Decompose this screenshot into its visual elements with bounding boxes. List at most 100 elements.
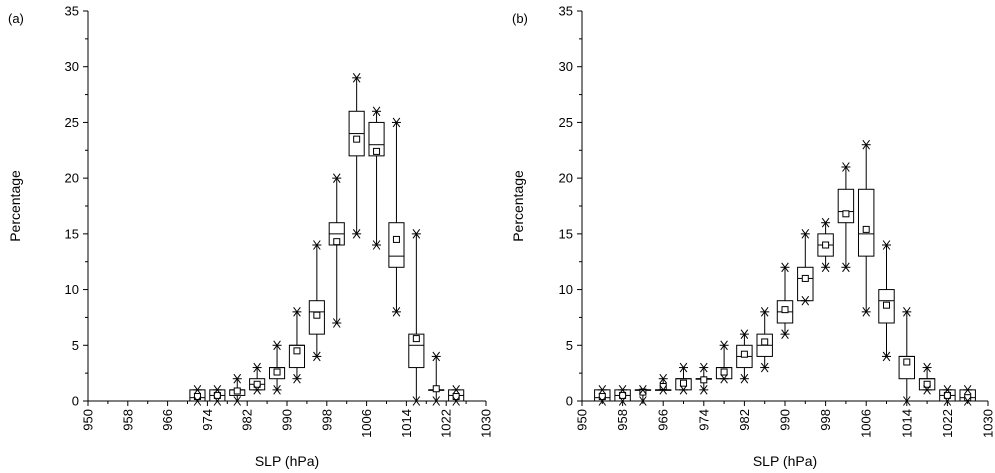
min-marker: [618, 396, 628, 406]
chart-panel-a: 0 5 10 15 20 25 30 35 950 958 966 974 982 990 998 1006 1…: [7, 4, 494, 470]
max-marker: [411, 229, 421, 239]
box-a-980: [229, 373, 246, 406]
y-tick-label: 15: [65, 226, 79, 241]
min-marker: [739, 373, 749, 384]
box-b-994: [797, 229, 814, 306]
x-tick-label: 998: [818, 409, 833, 431]
x-tick-label: 1006: [359, 409, 374, 438]
panel-label-b: (b): [512, 11, 528, 26]
x-tick-label: 950: [81, 409, 96, 431]
box-iqr: [878, 289, 895, 324]
mean-marker: [233, 387, 241, 395]
y-tick-label: 35: [65, 4, 79, 19]
box-b-1026: [959, 385, 976, 406]
box-b-974: [695, 362, 713, 395]
mean-marker: [392, 235, 400, 243]
min-marker: [332, 318, 342, 328]
max-marker: [212, 385, 222, 395]
max-marker: [372, 106, 382, 117]
box-b-970: [675, 362, 692, 395]
min-marker: [882, 351, 891, 362]
max-marker: [942, 385, 952, 395]
mean-marker: [313, 311, 321, 319]
chart-panel-b: 0 5 10 15 20 25 30 35 950 958 966 974 982 990 998 1006 1…: [510, 4, 995, 470]
max-marker: [699, 362, 709, 373]
mean-marker: [903, 358, 911, 366]
mean-marker: [720, 368, 728, 376]
y-tick-label: 30: [559, 59, 573, 74]
y-tick-label: 5: [566, 338, 573, 353]
box-b-1022: [939, 385, 956, 406]
box-b-966: [654, 373, 672, 395]
y-tick-label: 20: [559, 171, 573, 186]
mean-marker: [923, 380, 931, 388]
box-b-1006: [857, 139, 875, 317]
box-b-958: [614, 385, 631, 406]
y-axis-title: Percentage: [7, 170, 23, 242]
x-tick-label: 958: [615, 409, 630, 431]
box-a-976: [209, 385, 226, 406]
x-tick-label: 974: [696, 409, 711, 431]
min-marker: [451, 396, 461, 406]
x-tick-label: 950: [575, 409, 590, 431]
y-tick-label: 0: [72, 394, 79, 409]
box-a-1000: [328, 173, 345, 328]
max-marker: [658, 373, 668, 384]
min-marker: [942, 396, 952, 406]
mean-marker: [943, 391, 951, 399]
min-marker: [902, 396, 912, 406]
min-marker: [292, 373, 302, 384]
x-tick-label: 1006: [859, 409, 874, 438]
box-a-1016: [408, 229, 425, 406]
y-tick-label: 25: [65, 115, 79, 130]
box-a-1012: [388, 117, 405, 317]
x-tick-label: 982: [240, 409, 255, 431]
mean-marker: [883, 301, 890, 309]
box-b-982: [736, 329, 753, 384]
mean-marker: [253, 380, 261, 388]
x-axis-title: SLP (hPa): [255, 453, 319, 469]
max-marker: [719, 340, 729, 351]
max-marker: [618, 385, 628, 395]
max-marker: [352, 73, 362, 83]
y-tick-label: 10: [559, 282, 573, 297]
x-tick-label: 958: [120, 409, 135, 431]
x-tick-label: 1030: [981, 409, 995, 438]
x-axis-title: SLP (hPa): [753, 453, 817, 469]
y-tick-label: 30: [65, 59, 79, 74]
y-tick-label: 5: [72, 338, 79, 353]
x-tick-label: 998: [319, 409, 334, 431]
min-marker: [861, 307, 871, 317]
x-tick-label: 966: [160, 409, 175, 431]
box-b-962: [634, 385, 652, 406]
box-a-984: [249, 362, 266, 395]
max-marker: [922, 362, 932, 373]
max-marker: [882, 240, 891, 250]
x-tick-label: 1022: [940, 409, 955, 438]
mean-marker: [740, 350, 748, 358]
box-iqr: [857, 188, 875, 257]
max-marker: [192, 385, 202, 395]
mean-marker: [432, 385, 440, 393]
min-marker: [192, 396, 202, 406]
mean-marker: [412, 335, 420, 343]
max-marker: [679, 362, 688, 373]
max-marker: [292, 307, 302, 317]
x-tick-label: 974: [200, 409, 215, 431]
min-marker: [841, 262, 851, 273]
box-b-978: [715, 340, 733, 384]
y-tick-label: 10: [65, 282, 79, 297]
box-b-990: [776, 262, 794, 339]
max-marker: [252, 362, 262, 373]
max-marker: [902, 307, 912, 317]
min-marker: [679, 385, 688, 395]
box-b-986: [756, 307, 773, 373]
x-tick-label: 1014: [899, 409, 914, 438]
min-marker: [719, 373, 729, 384]
min-marker: [963, 396, 973, 406]
max-marker: [861, 139, 871, 150]
max-marker: [451, 385, 461, 395]
mean-marker: [373, 147, 381, 155]
max-marker: [800, 229, 810, 239]
max-marker: [638, 385, 648, 395]
